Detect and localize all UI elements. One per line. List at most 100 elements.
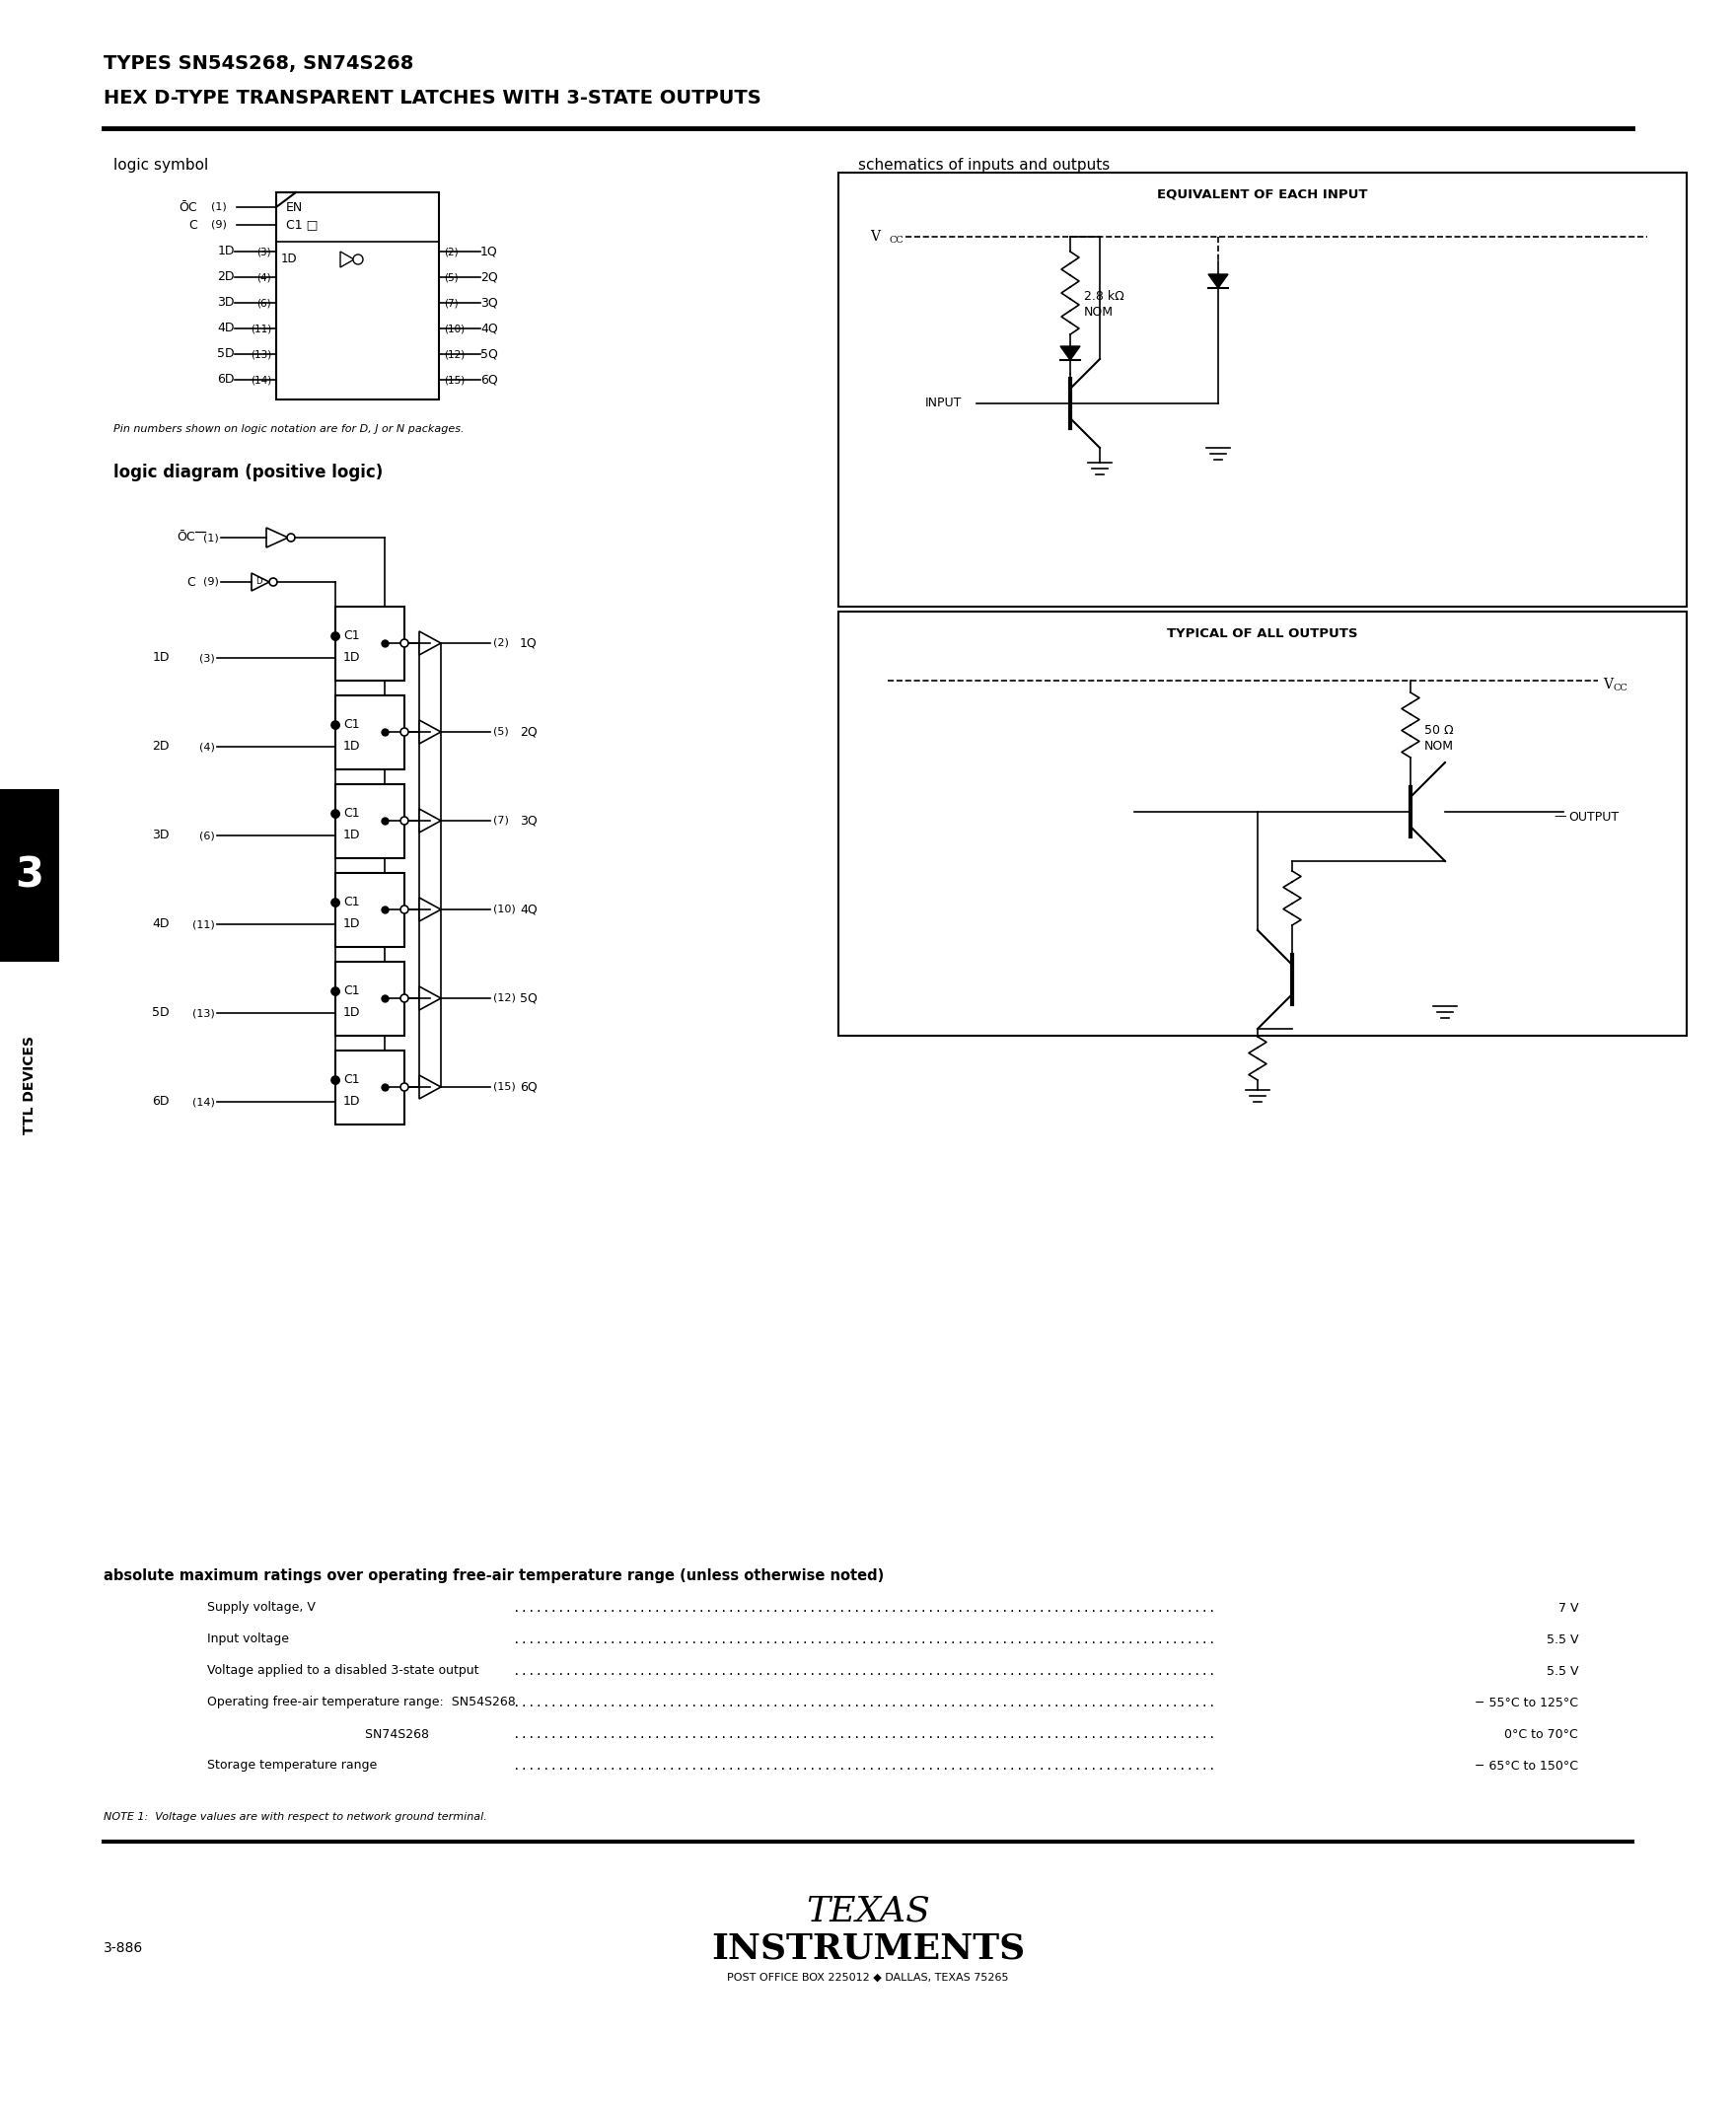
Text: C1: C1 (344, 985, 359, 997)
Polygon shape (418, 720, 441, 743)
Polygon shape (1061, 347, 1080, 360)
Text: 3D: 3D (153, 829, 170, 842)
Text: INSTRUMENTS: INSTRUMENTS (712, 1931, 1024, 1965)
Text: ................................................................................: ........................................… (512, 1601, 1215, 1614)
Text: (12): (12) (444, 349, 465, 360)
Text: 1D: 1D (217, 246, 234, 259)
Circle shape (269, 579, 278, 585)
Polygon shape (266, 528, 288, 547)
Text: 50 Ω: 50 Ω (1424, 724, 1453, 736)
Text: 1D: 1D (344, 917, 361, 930)
Text: V: V (870, 229, 880, 244)
Text: Operating free-air temperature range:  SN54S268: Operating free-air temperature range: SN… (207, 1696, 516, 1708)
Text: (9): (9) (203, 576, 219, 587)
Bar (0, 789, 59, 962)
Text: 6Q: 6Q (481, 372, 498, 387)
Bar (838, 173, 1687, 606)
Circle shape (332, 810, 339, 818)
Text: NOM: NOM (1424, 739, 1453, 751)
Text: (10): (10) (444, 324, 465, 332)
Text: (1): (1) (212, 202, 227, 213)
Text: 2Q: 2Q (481, 271, 498, 284)
Circle shape (401, 728, 408, 736)
Text: 1D: 1D (344, 829, 361, 842)
Bar (335, 962, 404, 1035)
Text: Voltage applied to a disabled 3-state output: Voltage applied to a disabled 3-state ou… (207, 1664, 479, 1677)
Text: C1 □: C1 □ (286, 219, 318, 231)
Text: (4): (4) (200, 743, 215, 751)
Text: V: V (1602, 677, 1613, 692)
Text: C1: C1 (344, 808, 359, 821)
Text: 1Q: 1Q (519, 638, 538, 650)
Circle shape (332, 633, 339, 640)
Text: 5.5 V: 5.5 V (1547, 1664, 1578, 1677)
Text: C1: C1 (344, 720, 359, 732)
Text: C1: C1 (344, 896, 359, 909)
Bar (335, 696, 404, 770)
Text: HEX D-TYPE TRANSPARENT LATCHES WITH 3-STATE OUTPUTS: HEX D-TYPE TRANSPARENT LATCHES WITH 3-ST… (104, 88, 760, 107)
Text: (6): (6) (200, 831, 215, 839)
Bar (335, 873, 404, 947)
Circle shape (332, 898, 339, 907)
Text: ................................................................................: ........................................… (512, 1633, 1215, 1645)
Text: Pin numbers shown on logic notation are for D, J or N packages.: Pin numbers shown on logic notation are … (113, 425, 464, 433)
Text: Supply voltage, V: Supply voltage, V (207, 1601, 316, 1614)
Text: 4Q: 4Q (481, 322, 498, 335)
Text: 3: 3 (16, 854, 43, 896)
Text: ................................................................................: ........................................… (512, 1696, 1215, 1708)
Text: 5Q: 5Q (519, 991, 538, 1004)
Circle shape (332, 722, 339, 728)
Circle shape (286, 534, 295, 541)
Text: C1: C1 (344, 1073, 359, 1086)
Text: NOTE 1:  Voltage values are with respect to network ground terminal.: NOTE 1: Voltage values are with respect … (104, 1812, 488, 1822)
Polygon shape (418, 631, 441, 654)
Polygon shape (418, 808, 441, 833)
Text: EQUIVALENT OF EACH INPUT: EQUIVALENT OF EACH INPUT (1158, 187, 1368, 200)
Text: (10): (10) (493, 905, 516, 915)
Text: 6D: 6D (153, 1096, 170, 1109)
Circle shape (352, 255, 363, 265)
Circle shape (401, 640, 408, 648)
Bar (335, 785, 404, 858)
Text: (3): (3) (257, 246, 271, 257)
Circle shape (332, 987, 339, 995)
Polygon shape (418, 987, 441, 1010)
Text: (13): (13) (250, 349, 271, 360)
Text: 4D: 4D (217, 322, 234, 335)
Text: NOM: NOM (1083, 307, 1113, 320)
Bar (838, 612, 1687, 1035)
Polygon shape (252, 572, 269, 591)
Text: (14): (14) (193, 1096, 215, 1107)
Text: (7): (7) (493, 816, 509, 825)
Text: (4): (4) (257, 271, 271, 282)
Text: POST OFFICE BOX 225012 ◆ DALLAS, TEXAS 75265: POST OFFICE BOX 225012 ◆ DALLAS, TEXAS 7… (727, 1974, 1009, 1982)
Text: 1D: 1D (344, 1006, 361, 1020)
Text: CC: CC (1613, 684, 1627, 692)
Text: (9): (9) (212, 221, 227, 229)
Text: − 65°C to 150°C: − 65°C to 150°C (1474, 1759, 1578, 1772)
Circle shape (332, 1075, 339, 1084)
Text: (7): (7) (444, 299, 458, 307)
Bar (335, 1050, 404, 1124)
Text: (3): (3) (200, 652, 215, 663)
Text: 1Q: 1Q (481, 246, 498, 259)
Text: TYPES SN54S268, SN74S268: TYPES SN54S268, SN74S268 (104, 55, 413, 74)
Text: 2Q: 2Q (519, 726, 538, 739)
Text: C: C (187, 576, 194, 589)
Text: 1D: 1D (344, 1096, 361, 1109)
Bar (276, 191, 439, 400)
Text: ................................................................................: ........................................… (512, 1664, 1215, 1677)
Text: OUTPUT: OUTPUT (1568, 810, 1618, 823)
Text: 2.8 kΩ: 2.8 kΩ (1083, 290, 1125, 303)
Text: 6D: 6D (217, 372, 234, 387)
Text: 1D: 1D (153, 652, 170, 665)
Text: absolute maximum ratings over operating free-air temperature range (unless other: absolute maximum ratings over operating … (104, 1567, 884, 1582)
Polygon shape (418, 898, 441, 922)
Text: 5Q: 5Q (481, 347, 498, 360)
Text: 3-886: 3-886 (104, 1942, 144, 1955)
Text: (14): (14) (250, 375, 271, 385)
Text: 5D: 5D (153, 1006, 170, 1020)
Text: Input voltage: Input voltage (207, 1633, 288, 1645)
Text: (1): (1) (203, 532, 219, 543)
Polygon shape (418, 1075, 441, 1098)
